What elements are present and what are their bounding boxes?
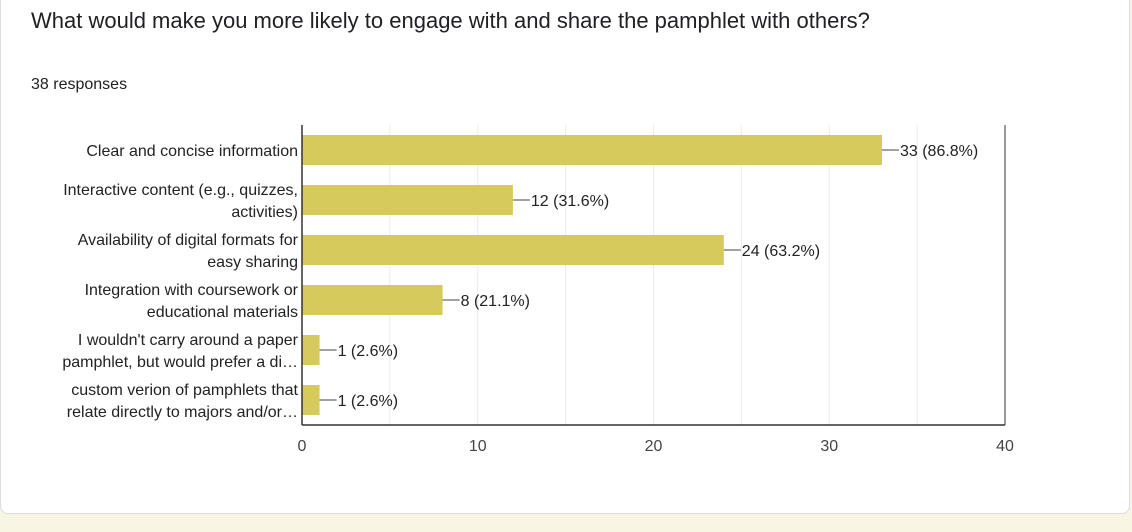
category-label: pamphlet, but would prefer a di… xyxy=(62,354,298,371)
bar xyxy=(302,385,320,415)
bar xyxy=(302,135,882,165)
question-title: What would make you more likely to engag… xyxy=(31,8,870,33)
x-tick-label: 0 xyxy=(298,438,307,455)
category-label: relate directly to majors and/or… xyxy=(67,404,298,421)
data-label: 1 (2.6%) xyxy=(338,343,398,360)
data-label: 33 (86.8%) xyxy=(900,143,978,160)
data-label: 12 (31.6%) xyxy=(531,193,609,210)
x-tick-label: 40 xyxy=(996,438,1014,455)
bar xyxy=(302,285,443,315)
bar xyxy=(302,185,513,215)
x-tick-label: 10 xyxy=(469,438,487,455)
x-tick-label: 20 xyxy=(645,438,663,455)
category-label: Clear and concise information xyxy=(86,143,298,160)
category-label: easy sharing xyxy=(207,254,298,271)
x-tick-label: 30 xyxy=(820,438,838,455)
category-label: custom verion of pamphlets that xyxy=(71,382,298,399)
bar xyxy=(302,235,724,265)
category-label: Integration with coursework or xyxy=(85,282,299,299)
response-count: 38 responses xyxy=(31,76,128,93)
category-label: educational materials xyxy=(147,304,298,321)
category-label: I wouldn't carry around a paper xyxy=(78,332,299,349)
category-label: Availability of digital formats for xyxy=(78,232,299,249)
category-label: Interactive content (e.g., quizzes, xyxy=(63,182,298,199)
category-label: activities) xyxy=(231,204,298,221)
bar xyxy=(302,335,320,365)
data-label: 1 (2.6%) xyxy=(338,393,398,410)
data-label: 24 (63.2%) xyxy=(742,243,820,260)
data-label: 8 (21.1%) xyxy=(461,293,530,310)
